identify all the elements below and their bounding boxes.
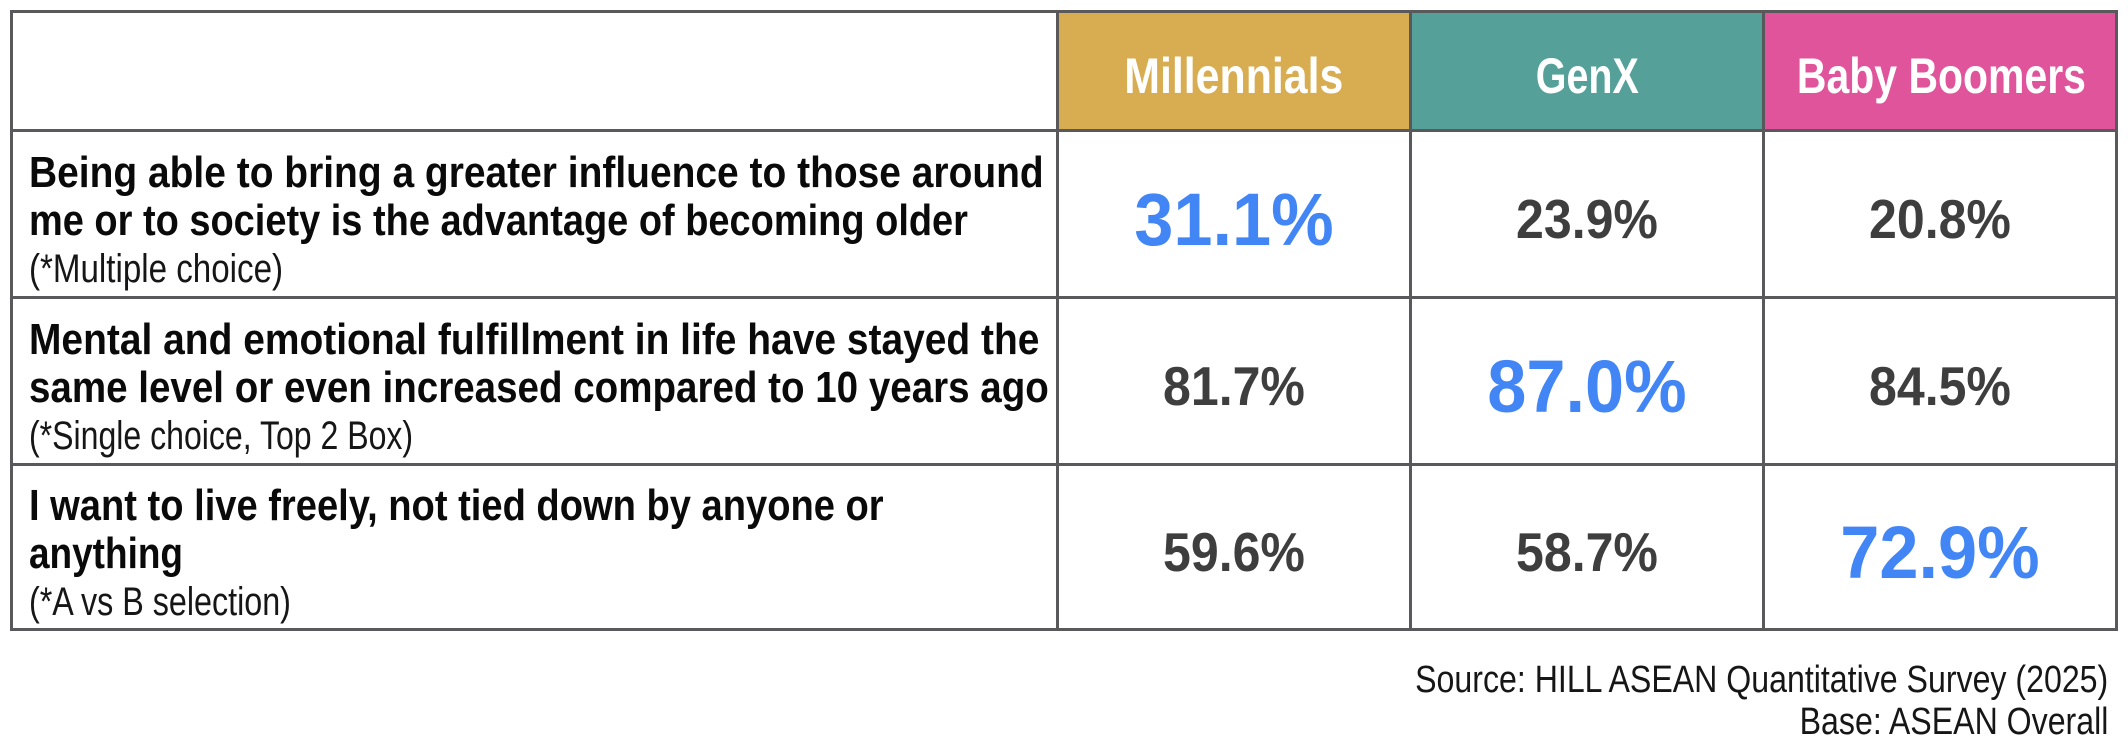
question-text-line: Being able to bring a greater influence …: [29, 149, 1052, 197]
value-text: 81.7%: [1163, 355, 1305, 417]
value-text: 31.1%: [1134, 177, 1334, 261]
value-cell: 84.5%: [1762, 296, 2118, 466]
column-header-genx: GenX: [1409, 10, 1765, 132]
question-cell-influence: Being able to bring a greater influence …: [10, 129, 1059, 299]
value-text: 87.0%: [1487, 344, 1687, 428]
footer: Source: HILL ASEAN Quantitative Survey (…: [1288, 659, 2108, 743]
question-text-line: me or to society is the advantage of bec…: [29, 197, 1052, 245]
value-text: 20.8%: [1869, 188, 2011, 250]
question-text-line: I want to live freely, not tied down by …: [29, 482, 1052, 530]
value-cell: 81.7%: [1056, 296, 1412, 466]
question-line-text: same level or even increased compared to…: [29, 363, 1049, 412]
table-row-influence: Being able to bring a greater influence …: [10, 129, 2118, 299]
value-text: 72.9%: [1840, 510, 2040, 594]
question-line-text: Mental and emotional fulfillment in life…: [29, 315, 1040, 364]
question-line-text: Being able to bring a greater influence …: [29, 148, 1044, 197]
question-note-text: (*A vs B selection): [29, 580, 291, 624]
value-cell: 59.6%: [1056, 463, 1412, 631]
value-cell: 58.7%: [1409, 463, 1765, 631]
question-block: Being able to bring a greater influence …: [29, 149, 1052, 293]
question-note: (*Multiple choice): [29, 245, 1052, 293]
question-text-line: anything: [29, 530, 1052, 578]
column-header-genx-label: GenX: [1535, 48, 1639, 104]
question-text-line: same level or even increased compared to…: [29, 364, 1052, 412]
table-row-fulfillment: Mental and emotional fulfillment in life…: [10, 296, 2118, 466]
value-cell: 87.0%: [1409, 296, 1765, 466]
value-cell: 23.9%: [1409, 129, 1765, 299]
base-text: Base: ASEAN Overall: [1799, 701, 2108, 743]
base-line: Base: ASEAN Overall: [1288, 701, 2108, 743]
question-note: (*A vs B selection): [29, 578, 1052, 626]
value-text: 58.7%: [1516, 521, 1658, 583]
value-text: 59.6%: [1163, 521, 1305, 583]
question-block: Mental and emotional fulfillment in life…: [29, 316, 1052, 460]
question-block: I want to live freely, not tied down by …: [29, 482, 1052, 626]
question-cell-live-freely: I want to live freely, not tied down by …: [10, 463, 1059, 631]
survey-table: Millennials GenX Baby Boomers Being able…: [10, 10, 2118, 631]
column-header-millennials-label: Millennials: [1124, 48, 1344, 104]
question-note-text: (*Single choice, Top 2 Box): [29, 414, 414, 458]
question-note: (*Single choice, Top 2 Box): [29, 412, 1052, 460]
question-note-text: (*Multiple choice): [29, 247, 284, 291]
source-line: Source: HILL ASEAN Quantitative Survey (…: [1288, 659, 2108, 701]
question-line-text: anything: [29, 529, 183, 578]
value-text: 84.5%: [1869, 355, 2011, 417]
question-cell-fulfillment: Mental and emotional fulfillment in life…: [10, 296, 1059, 466]
question-line-text: me or to society is the advantage of bec…: [29, 196, 968, 245]
value-cell: 20.8%: [1762, 129, 2118, 299]
question-line-text: I want to live freely, not tied down by …: [29, 481, 884, 530]
question-text-line: Mental and emotional fulfillment in life…: [29, 316, 1052, 364]
column-header-baby-boomers: Baby Boomers: [1762, 10, 2118, 132]
table-row-live-freely: I want to live freely, not tied down by …: [10, 463, 2118, 631]
source-text: Source: HILL ASEAN Quantitative Survey (…: [1414, 659, 2108, 701]
corner-cell: [10, 10, 1059, 132]
column-header-baby-boomers-label: Baby Boomers: [1796, 48, 2086, 104]
value-text: 23.9%: [1516, 188, 1658, 250]
value-cell: 31.1%: [1056, 129, 1412, 299]
value-cell: 72.9%: [1762, 463, 2118, 631]
column-header-millennials: Millennials: [1056, 10, 1412, 132]
header-row: Millennials GenX Baby Boomers: [10, 10, 2118, 132]
